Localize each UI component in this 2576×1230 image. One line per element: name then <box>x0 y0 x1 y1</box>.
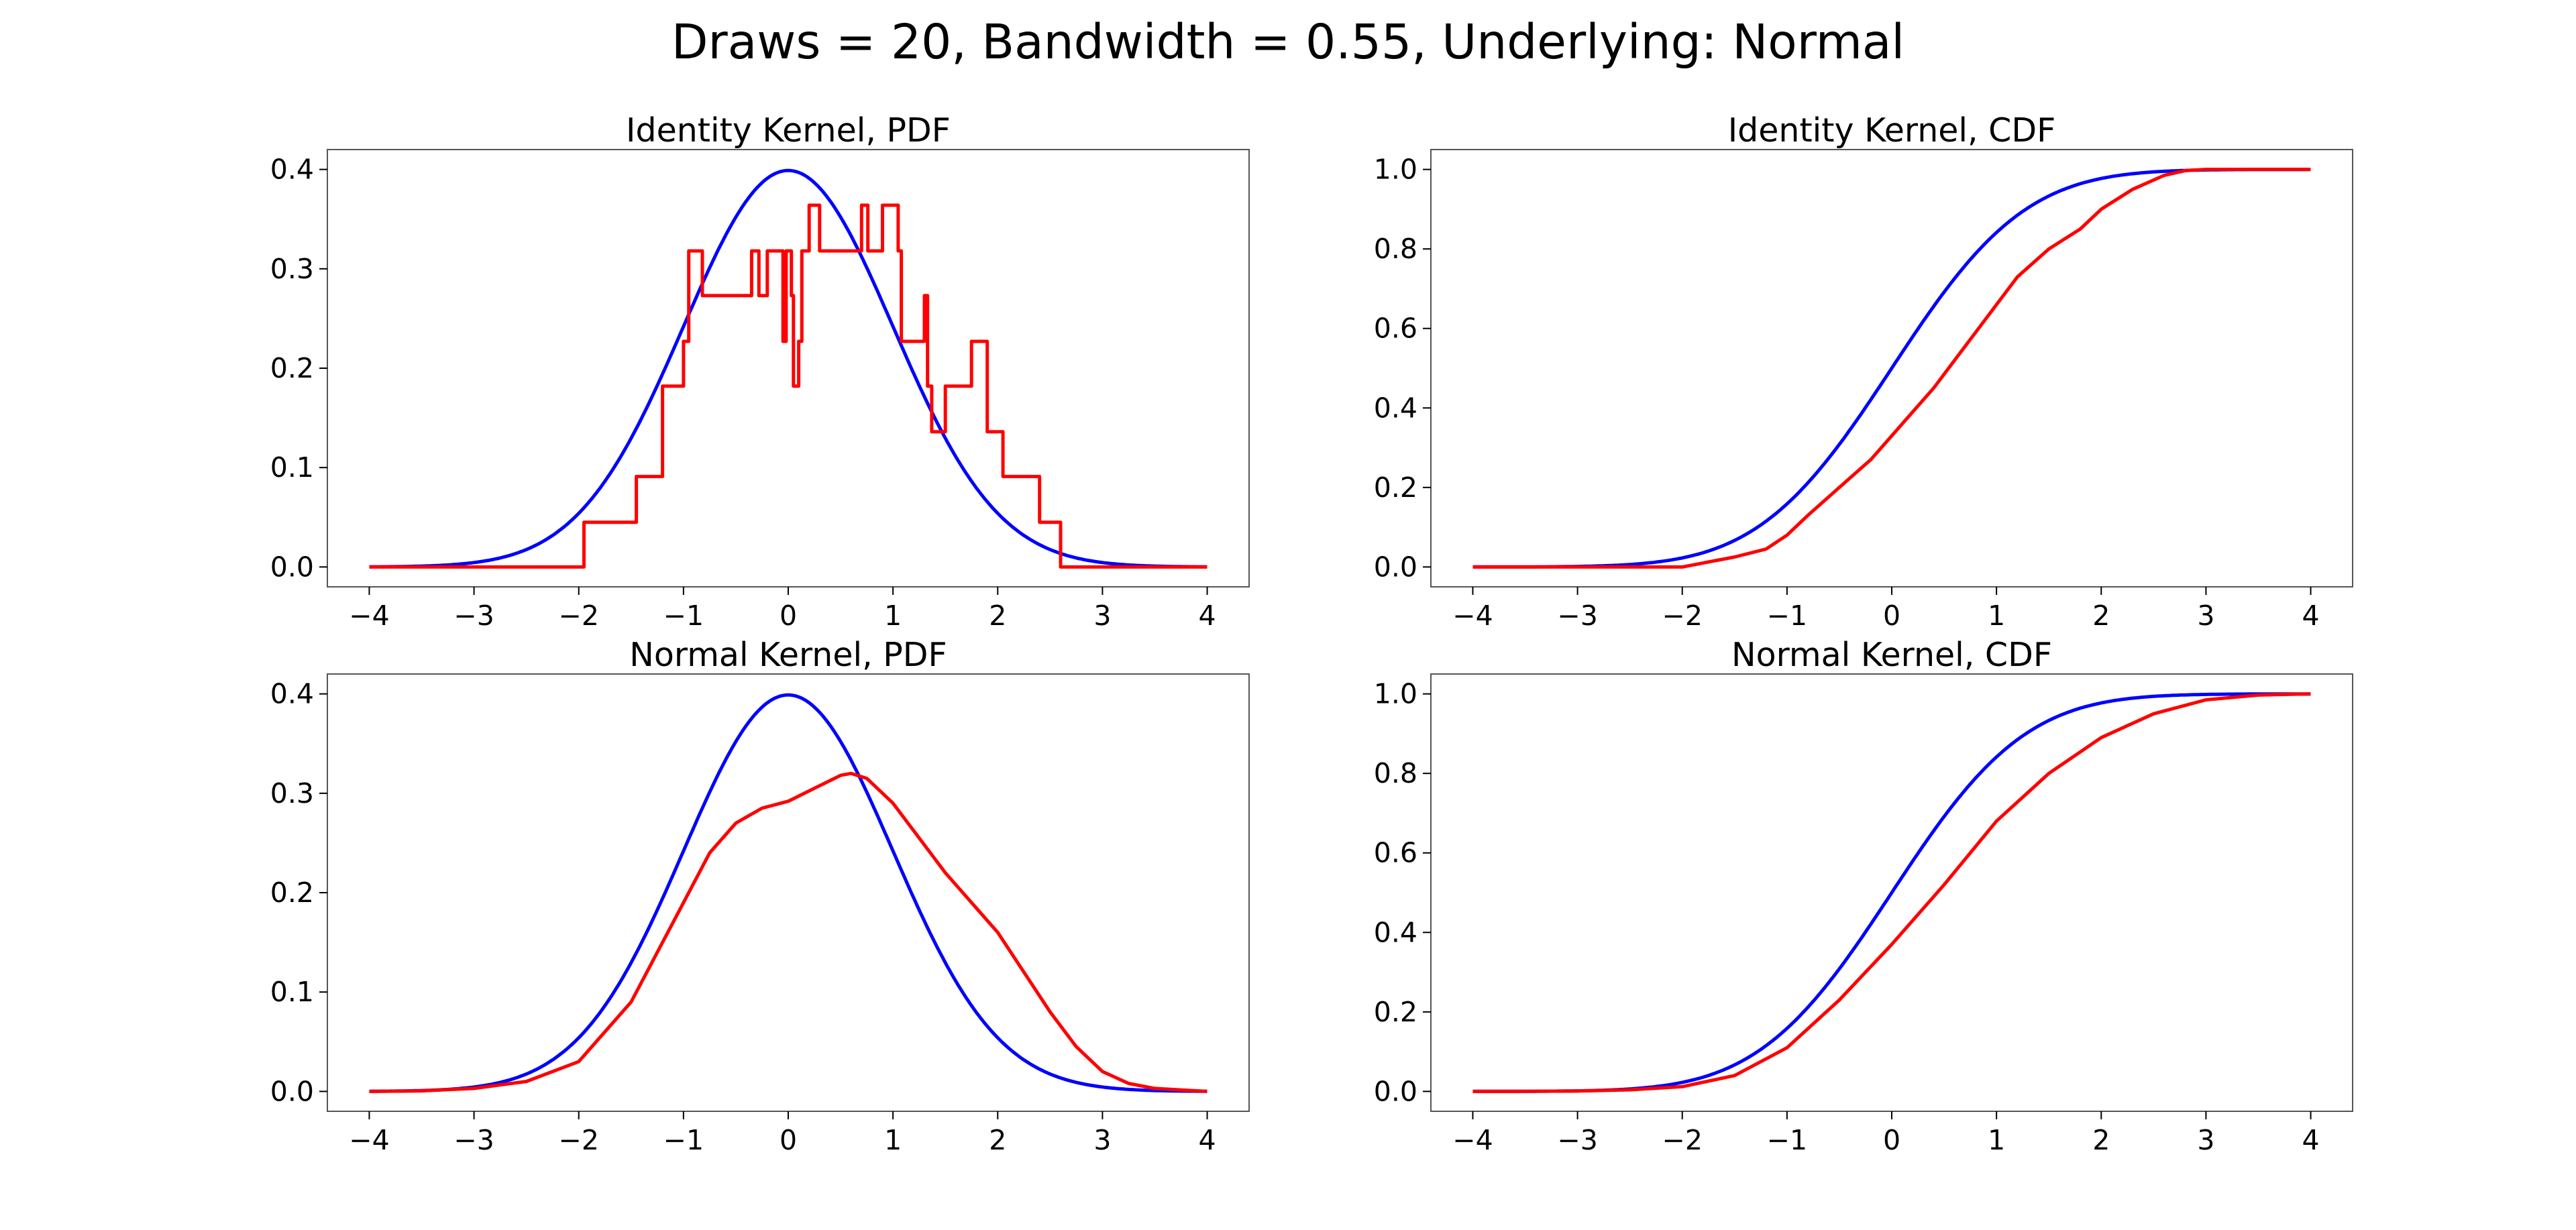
x-tick-label: 0 <box>780 1124 797 1156</box>
panel-normal-cdf: Normal Kernel, CDF −4 −3 −2 −1 0 1 2 3 4 0.0 0.2 0.4… <box>1374 636 2353 1156</box>
x-tick-label: 1 <box>884 600 902 632</box>
x-tick-label: 1 <box>1988 600 2005 632</box>
x-tick-label: 0 <box>1883 1124 1900 1156</box>
x-tick-label: 4 <box>2302 1124 2319 1156</box>
y-tick-label: 0.0 <box>270 1075 314 1107</box>
panel-title: Normal Kernel, CDF <box>1731 636 2052 674</box>
y-tick-label: 0.4 <box>1374 392 1417 424</box>
y-tick-label: 0.6 <box>1374 837 1417 869</box>
y-tick-label: 0.2 <box>270 352 314 384</box>
panel-identity-cdf: Identity Kernel, CDF −4 −3 −2 −1 0 1 2 3 4 0.0 0.2 0… <box>1374 111 2353 632</box>
series-estimate <box>1472 692 2311 1093</box>
x-tick-label: 1 <box>884 1124 902 1156</box>
y-tick-label: 0.8 <box>1374 233 1417 265</box>
x-tick-label: 0 <box>780 600 797 632</box>
x-tick-label: −2 <box>1662 1124 1703 1156</box>
x-tick-label: 3 <box>1093 600 1111 632</box>
series-estimate <box>369 203 1208 569</box>
x-tick-label: 3 <box>1093 1124 1111 1156</box>
x-tick-label: −2 <box>1662 600 1703 632</box>
panel-title: Normal Kernel, PDF <box>629 636 947 674</box>
panel-title: Identity Kernel, PDF <box>626 111 951 150</box>
panel-title: Identity Kernel, CDF <box>1728 111 2056 150</box>
panel-normal-pdf: Normal Kernel, PDF −4 −3 −2 −1 0 1 2 3 4 0.0 0.1 0.2… <box>270 636 1250 1156</box>
axes-frame <box>327 149 1250 588</box>
axes-frame <box>327 673 1250 1112</box>
x-tick-label: 1 <box>1988 1124 2005 1156</box>
y-tick-label: 0.3 <box>270 777 314 809</box>
y-tick-label: 1.0 <box>1374 154 1417 186</box>
x-tick-label: 2 <box>2092 600 2110 632</box>
series-underlying <box>369 693 1208 1093</box>
x-tick-label: 3 <box>2197 1124 2214 1156</box>
x-tick-label: −2 <box>559 1124 599 1156</box>
y-tick-label: 0.1 <box>270 451 314 484</box>
y-tick-label: 0.0 <box>1374 551 1417 583</box>
x-tick-label: −1 <box>663 600 704 632</box>
series-estimate <box>369 771 1208 1093</box>
y-tick-label: 0.6 <box>1374 313 1417 345</box>
x-tick-label: 0 <box>1883 600 1900 632</box>
x-tick-label: −3 <box>453 1124 494 1156</box>
series-underlying <box>369 168 1208 569</box>
x-tick-label: 2 <box>989 1124 1006 1156</box>
x-tick-label: −1 <box>1767 600 1807 632</box>
y-tick-label: 0.0 <box>1374 1075 1417 1107</box>
x-tick-label: 4 <box>1198 600 1216 632</box>
x-tick-label: −3 <box>1557 600 1597 632</box>
y-tick-label: 0.0 <box>270 551 314 583</box>
x-tick-label: −4 <box>1452 600 1493 632</box>
x-tick-label: 2 <box>2092 1124 2110 1156</box>
x-tick-label: 3 <box>2197 600 2214 632</box>
x-tick-label: −4 <box>349 1124 389 1156</box>
figure-suptitle: Draws = 20, Bandwidth = 0.55, Underlying… <box>672 14 1904 70</box>
x-tick-label: −4 <box>349 600 389 632</box>
y-tick-label: 0.4 <box>1374 916 1417 948</box>
y-tick-label: 0.8 <box>1374 757 1417 789</box>
y-tick-label: 0.4 <box>270 678 314 710</box>
series-estimate <box>1472 168 2311 569</box>
x-tick-label: −3 <box>453 600 494 632</box>
x-tick-label: 4 <box>1198 1124 1216 1156</box>
panel-identity-pdf: Identity Kernel, PDF −4 −3 −2 −1 0 1 2 3 4 0.0 0.1 0… <box>270 111 1250 632</box>
y-tick-label: 0.2 <box>1374 471 1417 504</box>
x-tick-label: 4 <box>2302 600 2319 632</box>
x-tick-label: −1 <box>1767 1124 1807 1156</box>
y-tick-label: 0.3 <box>270 253 314 285</box>
y-tick-label: 0.1 <box>270 976 314 1008</box>
x-tick-label: −1 <box>663 1124 704 1156</box>
series-underlying <box>1472 692 2311 1093</box>
y-tick-label: 0.2 <box>270 877 314 909</box>
x-tick-label: −3 <box>1557 1124 1597 1156</box>
y-tick-label: 0.4 <box>270 154 314 186</box>
y-tick-label: 1.0 <box>1374 678 1417 710</box>
series-underlying <box>1472 168 2311 569</box>
x-tick-label: −4 <box>1452 1124 1493 1156</box>
x-tick-label: −2 <box>559 600 599 632</box>
x-tick-label: 2 <box>989 600 1006 632</box>
y-tick-label: 0.2 <box>1374 996 1417 1028</box>
